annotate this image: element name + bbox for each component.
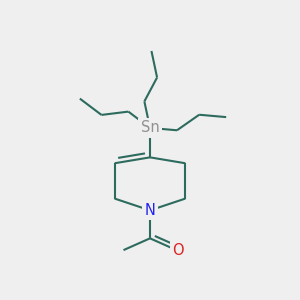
Text: N: N — [145, 203, 155, 218]
Text: O: O — [172, 243, 184, 258]
Text: Sn: Sn — [141, 120, 159, 135]
